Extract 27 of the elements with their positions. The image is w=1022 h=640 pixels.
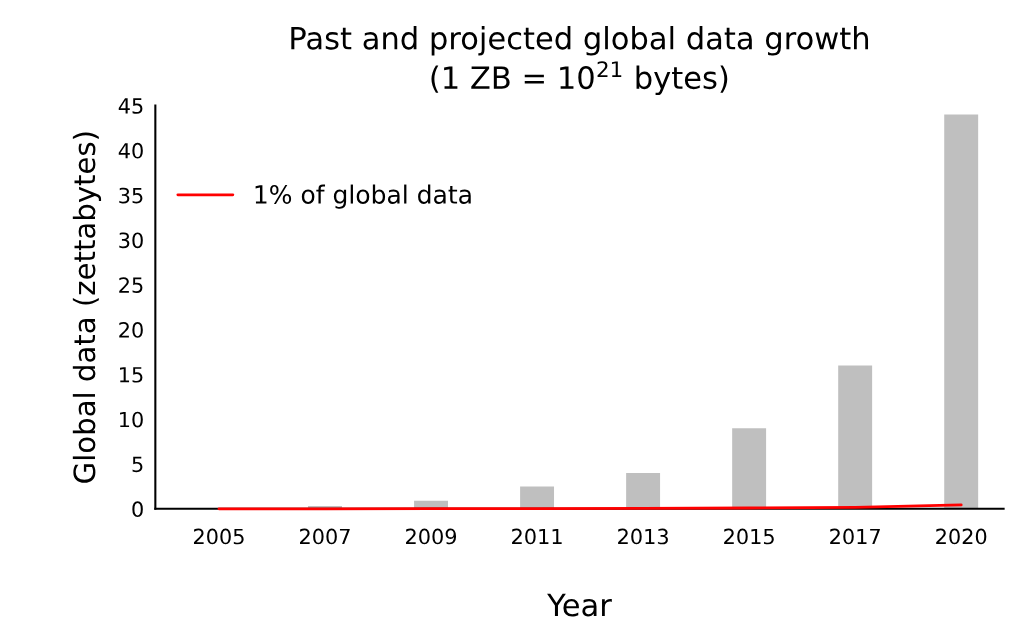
x-tick-label: 2015 — [724, 528, 774, 545]
y-tick-label: 10 — [120, 411, 143, 428]
bar — [944, 114, 979, 509]
bar — [838, 365, 873, 509]
y-tick-label: 15 — [120, 367, 143, 383]
x-tick-label: 2007 — [300, 528, 350, 545]
x-tick-label: 2017 — [830, 528, 880, 545]
x-tick-label: 2009 — [406, 528, 457, 545]
x-tick-label: 2013 — [618, 528, 668, 545]
y-tick-label: 45 — [118, 98, 143, 114]
x-axis-title: Year — [547, 593, 612, 617]
y-tick-label: 30 — [119, 232, 143, 249]
y-tick-label: 35 — [119, 187, 143, 204]
bar — [626, 472, 661, 509]
y-tick-label: 5 — [132, 456, 143, 473]
x-tick-label: 2011 — [512, 528, 562, 545]
bar — [732, 428, 767, 509]
y-tick-label: 20 — [119, 322, 143, 338]
y-tick-label: 0 — [132, 501, 143, 518]
chart-title: Past and projected global data growth (1 ZB = 10$^{21}$ bytes) — [291, 25, 869, 96]
x-tick-label: 2020 — [936, 528, 987, 545]
legend-label: 1% of global data — [255, 184, 471, 209]
y-axis-title: Global data (zettabytes) — [72, 132, 102, 483]
y-tick-label: 40 — [118, 142, 143, 159]
bar — [520, 486, 555, 509]
y-tick-label: 25 — [119, 277, 143, 294]
x-tick-label: 2005 — [193, 528, 244, 545]
